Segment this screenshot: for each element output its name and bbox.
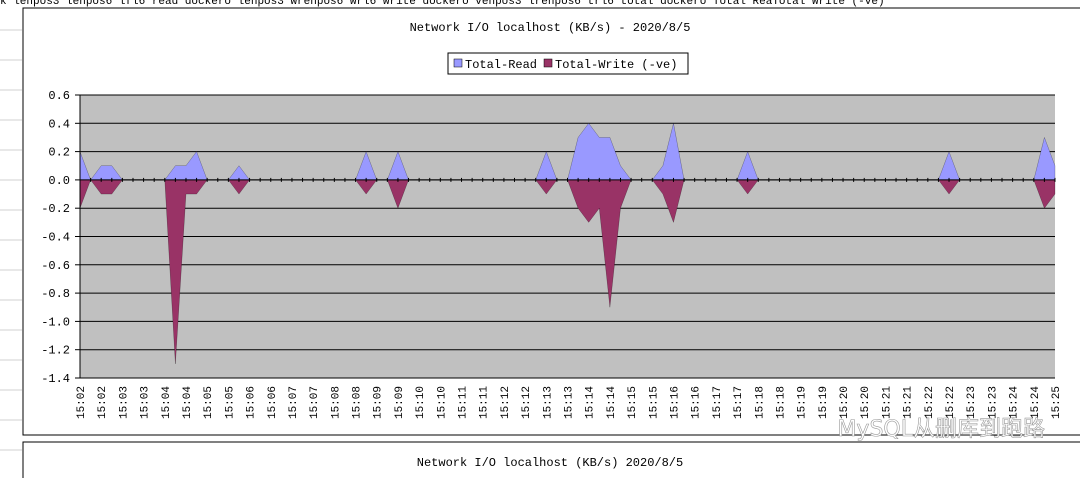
x-tick-label: 15:13 [542, 386, 554, 419]
x-tick-label: 15:10 [436, 386, 448, 419]
legend: Total-Read Total-Write (-ve) [447, 52, 689, 75]
sheet-header: k lenpos3 lenpos6 lfl6 read dockero lenp… [0, 0, 885, 8]
legend-swatch [543, 58, 553, 68]
y-tick-label: -0.4 [41, 231, 70, 245]
x-tick-label: 15:16 [691, 386, 703, 419]
chart-title: Network I/O localhost (KB/s) - 2020/8/5 [410, 21, 691, 35]
legend-swatch [453, 58, 463, 68]
next-chart-title: Network I/O localhost (KB/s) 2020/8/5 [417, 456, 683, 470]
x-tick-label: 15:08 [352, 386, 364, 419]
x-tick-label: 15:23 [987, 386, 999, 419]
x-tick-label: 15:21 [903, 386, 915, 419]
x-tick-label: 15:15 [627, 386, 639, 419]
x-tick-label: 15:04 [161, 386, 173, 419]
x-tick-label: 15:13 [564, 386, 576, 419]
x-tick-label: 15:10 [415, 386, 427, 419]
x-tick-label: 15:16 [669, 386, 681, 419]
x-tick-label: 15:17 [712, 386, 724, 419]
x-tick-label: 15:12 [521, 386, 533, 419]
legend-box [447, 52, 689, 75]
x-tick-label: 15:18 [775, 386, 787, 419]
y-tick-label: -0.6 [41, 259, 70, 273]
legend-label: Total-Read [465, 58, 537, 72]
x-tick-label: 15:25 [1051, 386, 1063, 419]
x-tick-label: 15:22 [945, 386, 957, 419]
y-tick-label: 0.0 [48, 174, 70, 188]
x-tick-label: 15:08 [330, 386, 342, 419]
x-tick-label: 15:02 [97, 386, 109, 419]
x-tick-label: 15:05 [224, 386, 236, 419]
x-tick-label: 15:15 [648, 386, 660, 419]
x-tick-label: 15:09 [373, 386, 385, 419]
x-tick-label: 15:14 [585, 386, 597, 419]
x-tick-label: 15:24 [1009, 386, 1021, 419]
watermark: MySQL从删库到跑路 [837, 417, 1045, 442]
x-tick-label: 15:14 [606, 386, 618, 419]
x-tick-label: 15:24 [1030, 386, 1042, 419]
x-tick-label: 15:03 [140, 386, 152, 419]
x-tick-label: 15:20 [860, 386, 872, 419]
y-tick-label: -0.2 [41, 202, 70, 216]
x-tick-label: 15:12 [500, 386, 512, 419]
x-tick-label: 15:05 [203, 386, 215, 419]
x-tick-label: 15:20 [839, 386, 851, 419]
x-tick-label: 15:17 [733, 386, 745, 419]
y-tick-label: 0.2 [48, 146, 70, 160]
x-tick-label: 15:11 [458, 386, 470, 419]
x-tick-label: 15:06 [246, 386, 258, 419]
y-tick-label: 0.4 [48, 117, 70, 131]
x-tick-label: 15:09 [394, 386, 406, 419]
chart-layer: 0.6 0.4 0.2 0.0 -0.2 -0.4 -0.6 -0.8 -1.0 -1.2 -1.4… [41, 52, 1063, 419]
y-tick-label: -1.2 [41, 344, 70, 358]
x-tick-label: 15:23 [966, 386, 978, 419]
x-tick-label: 15:02 [76, 386, 88, 419]
x-tick-label: 15:18 [754, 386, 766, 419]
y-tick-label: 0.6 [48, 89, 70, 103]
x-tick-label: 15:06 [267, 386, 279, 419]
next-chart-frame [22, 441, 1080, 478]
x-tick-label: 15:07 [309, 386, 321, 419]
x-tick-label: 15:11 [479, 386, 491, 419]
x-tick-label: 15:19 [797, 386, 809, 419]
x-tick-label: 15:07 [288, 386, 300, 419]
x-tick-label: 15:03 [118, 386, 130, 419]
sheet-rows [0, 29, 22, 451]
y-tick-label: -1.0 [41, 315, 70, 329]
x-tick-label: 15:21 [881, 386, 893, 419]
x-tick-label: 15:04 [182, 386, 194, 419]
y-tick-label: -1.4 [41, 372, 70, 386]
x-tick-label: 15:22 [924, 386, 936, 419]
legend-label: Total-Write (-ve) [555, 58, 677, 72]
x-tick-label: 15:19 [818, 386, 830, 419]
y-tick-label: -0.8 [41, 287, 70, 301]
